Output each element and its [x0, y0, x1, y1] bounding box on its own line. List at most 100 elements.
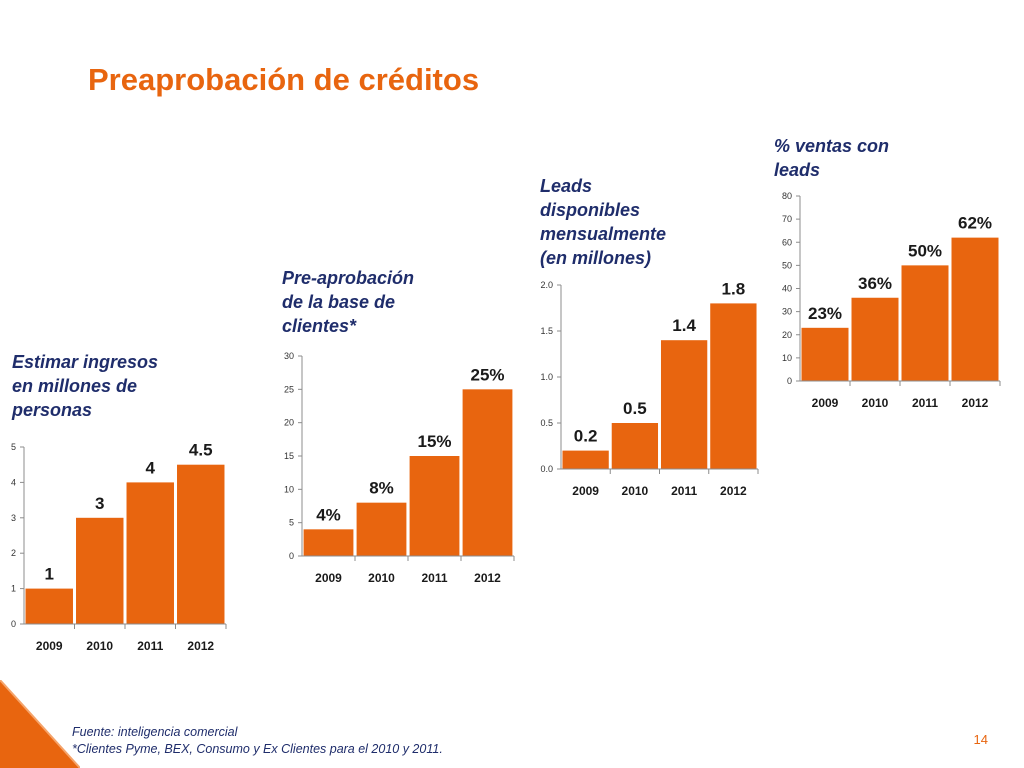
- bar: [562, 450, 609, 469]
- y-tick-label: 1.0: [540, 372, 553, 382]
- data-label: 23%: [808, 304, 842, 323]
- slide-title: Preaprobación de créditos: [88, 62, 480, 97]
- y-tick-label: 15: [284, 451, 294, 461]
- y-tick-label: 25: [284, 384, 294, 394]
- chart-2-title: Pre-aprobación de la base de clientes*: [282, 266, 414, 338]
- x-tick-label: 2011: [671, 484, 697, 498]
- chart-3-title-line: (en millones): [540, 248, 652, 268]
- x-tick-label: 2010: [622, 484, 649, 498]
- y-tick-label: 30: [782, 307, 792, 317]
- x-tick-label: 2010: [86, 639, 113, 653]
- y-tick-label: 2: [11, 548, 16, 558]
- data-label: 1: [45, 565, 54, 584]
- chart-1-title-line: en millones de: [12, 376, 138, 396]
- y-tick-label: 0: [11, 619, 16, 629]
- bar: [177, 464, 225, 624]
- y-tick-label: 0: [289, 551, 294, 561]
- x-tick-label: 2010: [862, 396, 889, 410]
- bar: [76, 517, 124, 624]
- y-tick-label: 0: [787, 376, 792, 386]
- y-tick-label: 60: [782, 237, 792, 247]
- y-tick-label: 30: [284, 351, 294, 361]
- x-tick-label: 2009: [315, 571, 342, 585]
- y-tick-label: 10: [782, 353, 792, 363]
- chart-3-title: Leads disponibles mensualmente (en millo…: [540, 174, 666, 270]
- data-label: 62%: [958, 214, 992, 233]
- data-label: 4: [146, 458, 156, 477]
- bar: [951, 237, 999, 381]
- y-tick-label: 1: [11, 584, 16, 594]
- bar: [851, 297, 899, 381]
- chart-3-title-line: mensualmente: [540, 224, 667, 244]
- x-tick-label: 2011: [137, 639, 163, 653]
- y-tick-label: 40: [782, 284, 792, 294]
- x-tick-label: 2010: [368, 571, 395, 585]
- y-tick-label: 3: [11, 513, 16, 523]
- x-tick-label: 2009: [36, 639, 63, 653]
- data-label: 25%: [470, 365, 504, 384]
- x-tick-label: 2012: [474, 571, 501, 585]
- chart-1-title: Estimar ingresos en millones de personas: [12, 350, 158, 422]
- data-label: 1.4: [672, 316, 696, 335]
- bar: [611, 423, 659, 469]
- data-label: 4.5: [189, 441, 213, 460]
- bar: [356, 502, 407, 556]
- y-tick-label: 5: [289, 518, 294, 528]
- y-tick-label: 0.0: [540, 464, 553, 474]
- chart-3-title-line: Leads: [540, 176, 593, 196]
- y-tick-label: 1.5: [540, 326, 553, 336]
- bar: [25, 588, 73, 624]
- chart-1-title-line: Estimar ingresos: [12, 352, 159, 372]
- data-label: 36%: [858, 274, 892, 293]
- y-tick-label: 20: [782, 330, 792, 340]
- y-tick-label: 20: [284, 418, 294, 428]
- bar: [462, 389, 513, 556]
- data-label: 8%: [369, 479, 394, 498]
- bar: [126, 482, 174, 624]
- data-label: 0.5: [623, 399, 647, 418]
- bar: [409, 456, 460, 556]
- x-tick-label: 2012: [720, 484, 747, 498]
- page-number: 14: [973, 732, 988, 747]
- chart-2-title-line: clientes*: [282, 316, 357, 336]
- chart-2-title-line: de la base de: [282, 292, 396, 312]
- footer-source: Fuente: inteligencia comercial: [72, 725, 238, 739]
- data-label: 3: [95, 494, 104, 513]
- bar: [660, 340, 708, 469]
- bar: [303, 529, 354, 556]
- y-tick-label: 2.0: [540, 280, 553, 290]
- bar: [801, 327, 849, 381]
- x-tick-label: 2011: [421, 571, 447, 585]
- corner-decoration: [0, 680, 80, 768]
- y-tick-label: 5: [11, 442, 16, 452]
- data-label: 50%: [908, 241, 942, 260]
- chart-3-title-line: disponibles: [540, 200, 641, 220]
- y-tick-label: 0.5: [540, 418, 553, 428]
- y-tick-label: 10: [284, 484, 294, 494]
- chart-1-title-line: personas: [12, 400, 93, 420]
- x-tick-label: 2009: [572, 484, 599, 498]
- footer: Fuente: inteligencia comercial *Clientes…: [72, 724, 443, 758]
- data-label: 15%: [417, 432, 451, 451]
- data-label: 1.8: [722, 279, 746, 298]
- footer-note: *Clientes Pyme, BEX, Consumo y Ex Client…: [72, 742, 443, 756]
- chart-4-title-line: leads: [774, 160, 821, 180]
- y-tick-label: 4: [11, 477, 16, 487]
- data-label: 0.2: [574, 427, 598, 446]
- data-label: 4%: [316, 505, 341, 524]
- bar: [901, 265, 949, 381]
- chart-4-title-line: % ventas con: [774, 136, 890, 156]
- x-tick-label: 2012: [962, 396, 989, 410]
- x-tick-label: 2011: [912, 396, 938, 410]
- bar: [710, 303, 757, 469]
- x-tick-label: 2009: [812, 396, 839, 410]
- y-tick-label: 50: [782, 260, 792, 270]
- chart-2-title-line: Pre-aprobación: [282, 268, 415, 288]
- x-tick-label: 2012: [187, 639, 214, 653]
- y-tick-label: 80: [782, 191, 792, 201]
- y-tick-label: 70: [782, 214, 792, 224]
